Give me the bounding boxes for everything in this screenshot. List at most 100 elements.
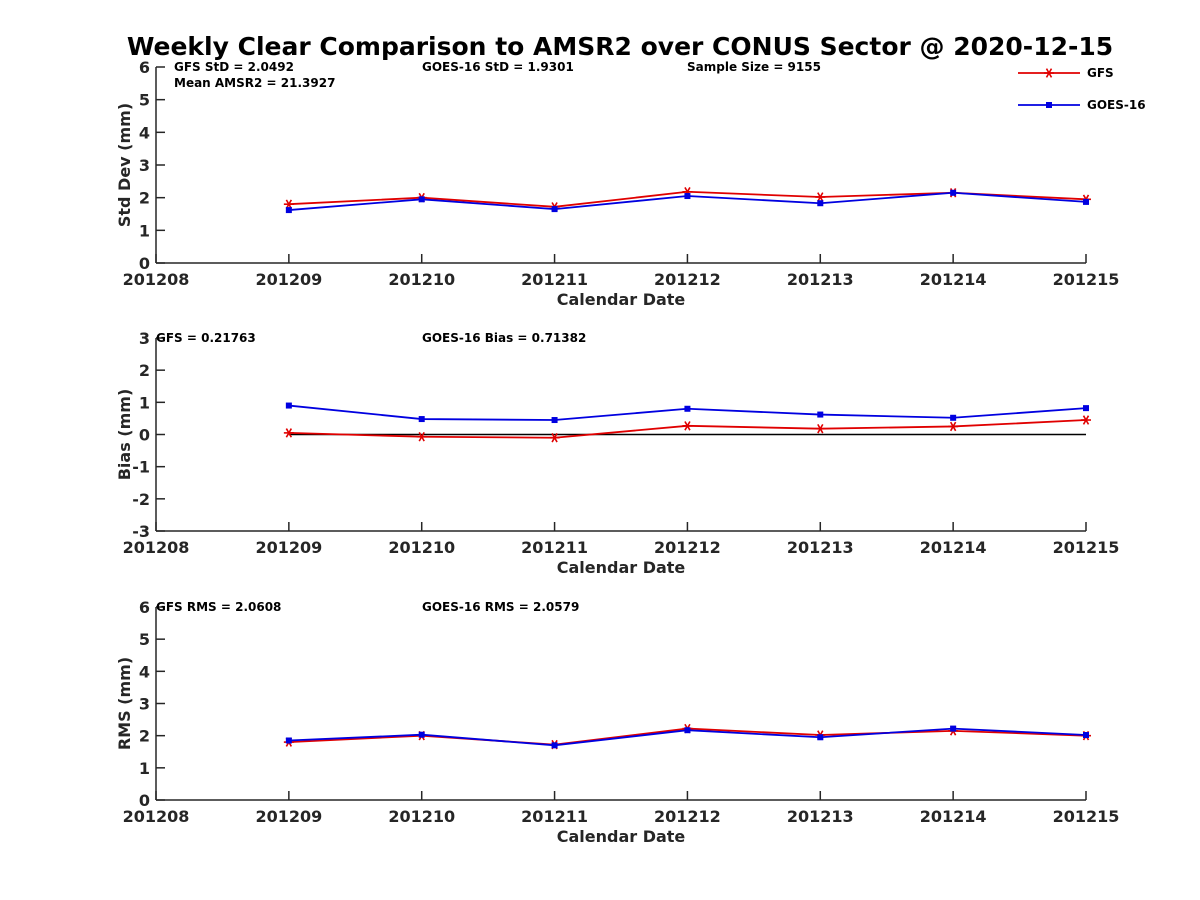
legend-item-goes-16: GOES-16: [1018, 98, 1146, 112]
data-point: [684, 405, 691, 412]
y-tick-label: -2: [132, 490, 150, 509]
y-axis-label: Bias (mm): [115, 389, 134, 481]
data-point: [684, 193, 691, 200]
data-point: [1083, 732, 1089, 739]
x-tick-label: 201209: [255, 538, 322, 557]
x-tick-label: 201211: [521, 270, 588, 289]
y-tick-label: -1: [132, 458, 150, 477]
x-tick-label: 201210: [388, 538, 455, 557]
x-tick-label: 201213: [787, 270, 854, 289]
data-point: [815, 423, 826, 434]
chart-panel-2: 201208 201209 201210 201211 201212 201213 2012…: [115, 329, 1119, 577]
data-point: [815, 192, 826, 202]
y-tick-label: 2: [139, 361, 150, 380]
x-tick-label: 201209: [255, 270, 322, 289]
stat-annotation: GFS = 0.21763: [156, 331, 256, 345]
figure-title: Weekly Clear Comparison to AMSR2 over CO…: [127, 32, 1113, 61]
y-tick-label: 2: [139, 189, 150, 208]
data-point: [682, 421, 693, 431]
stat-annotation: Sample Size = 9155: [687, 60, 821, 74]
y-tick-label: 6: [139, 58, 150, 77]
data-point: [950, 414, 957, 421]
stat-annotation: GOES-16 StD = 1.9301: [422, 60, 574, 74]
y-tick-label: -3: [132, 522, 150, 541]
data-point: [551, 417, 558, 424]
data-point: [285, 402, 292, 409]
data-point: [1081, 415, 1091, 425]
y-tick-label: 4: [139, 662, 150, 681]
data-point: [684, 727, 691, 734]
legend-label: GFS: [1087, 66, 1114, 80]
data-point: [950, 189, 957, 196]
x-tick-label: 201208: [123, 807, 190, 826]
x-tick-label: 201213: [787, 807, 854, 826]
stat-annotation: Mean AMSR2 = 21.3927: [174, 76, 335, 90]
legend: GFS GOES-16: [1018, 66, 1146, 112]
x-tick-label: 201211: [521, 538, 588, 557]
x-tick-label: 201212: [654, 807, 721, 826]
series-goes-16: [285, 402, 1089, 424]
y-axis-label: RMS (mm): [115, 657, 134, 750]
legend-marker: [1044, 68, 1054, 78]
data-point: [283, 428, 294, 438]
data-point: [418, 416, 425, 423]
x-tick-label: 201210: [388, 270, 455, 289]
y-tick-label: 3: [139, 695, 150, 714]
x-tick-label: 201208: [123, 270, 190, 289]
y-tick-label: 4: [139, 123, 150, 142]
y-tick-label: 5: [139, 91, 150, 110]
data-point: [1083, 405, 1089, 412]
data-point: [551, 742, 558, 749]
data-point: [950, 725, 957, 732]
x-tick-label: 201211: [521, 807, 588, 826]
chart-panel-1: 201208 201209 201210 201211 201212 201213 2012…: [115, 58, 1119, 309]
stat-annotation: GOES-16 RMS = 2.0579: [422, 600, 579, 614]
data-point: [418, 196, 425, 203]
series-goes-16: [285, 189, 1089, 214]
y-tick-label: 5: [139, 630, 150, 649]
x-tick-label: 201214: [920, 538, 987, 557]
data-point: [549, 432, 560, 443]
x-tick-label: 201215: [1053, 807, 1120, 826]
y-tick-label: 3: [139, 329, 150, 348]
stat-annotation: GFS RMS = 2.0608: [156, 600, 281, 614]
data-point: [418, 731, 425, 738]
y-axis-label: Std Dev (mm): [115, 103, 134, 227]
y-tick-label: 3: [139, 156, 150, 175]
x-tick-label: 201213: [787, 538, 854, 557]
x-tick-label: 201212: [654, 270, 721, 289]
x-axis-label: Calendar Date: [557, 827, 686, 846]
chart-panel-3: 201208 201209 201210 201211 201212 201213 2012…: [115, 598, 1119, 846]
y-tick-label: 1: [139, 221, 150, 240]
data-point: [817, 411, 824, 418]
x-axis-label: Calendar Date: [557, 558, 686, 577]
data-point: [551, 206, 558, 213]
series-gfs: [283, 187, 1091, 212]
data-point: [285, 207, 292, 214]
x-tick-label: 201214: [920, 270, 987, 289]
x-tick-label: 201210: [388, 807, 455, 826]
legend-item-gfs: GFS: [1018, 66, 1114, 80]
data-point: [416, 432, 427, 442]
y-tick-label: 6: [139, 598, 150, 617]
x-tick-label: 201215: [1053, 538, 1120, 557]
x-tick-label: 201214: [920, 807, 987, 826]
x-tick-label: 201208: [123, 538, 190, 557]
y-tick-label: 1: [139, 759, 150, 778]
series-goes-16: [285, 725, 1089, 749]
data-point: [285, 737, 292, 744]
x-tick-label: 201215: [1053, 270, 1120, 289]
data-point: [817, 734, 824, 741]
series-gfs: [283, 415, 1091, 443]
x-tick-label: 201212: [654, 538, 721, 557]
data-point: [1083, 198, 1089, 205]
data-point: [817, 200, 824, 207]
y-tick-label: 0: [139, 791, 150, 810]
y-tick-label: 0: [139, 254, 150, 273]
legend-label: GOES-16: [1087, 98, 1146, 112]
data-point: [948, 421, 959, 432]
chart-panels: 201208 201209 201210 201211 201212 201213 2012…: [115, 58, 1119, 846]
y-tick-label: 2: [139, 727, 150, 746]
x-tick-label: 201209: [255, 807, 322, 826]
